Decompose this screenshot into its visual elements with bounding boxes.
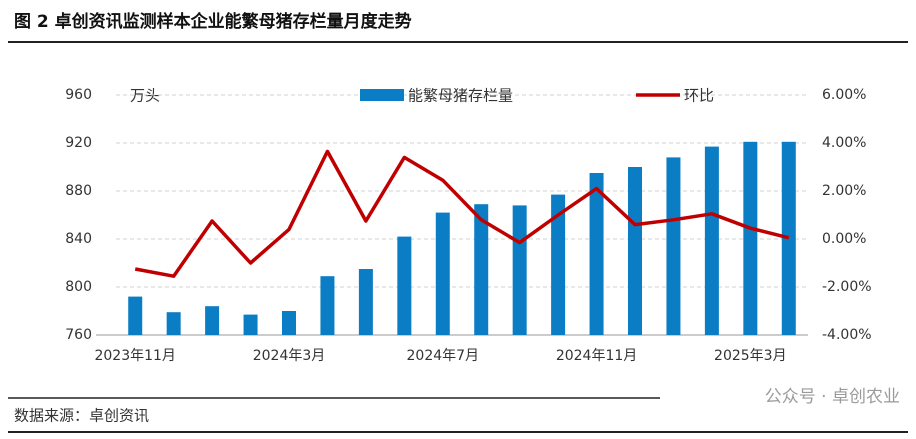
y2-tick-label: -4.00% — [822, 327, 872, 343]
bar — [243, 314, 258, 335]
bar — [743, 141, 758, 335]
bar — [397, 236, 412, 335]
bar — [205, 306, 220, 335]
legend-label: 能繁母猪存栏量 — [408, 87, 513, 105]
y2-tick-label: 6.00% — [822, 87, 866, 103]
watermark: 公众号 · 卓创农业 — [765, 387, 900, 407]
y-tick-label: 800 — [65, 279, 92, 295]
y2-tick-label: 2.00% — [822, 183, 866, 199]
bar — [704, 146, 719, 335]
chart-title: 图 2 卓创资讯监测样本企业能繁母猪存栏量月度走势 — [14, 11, 412, 32]
x-tick-label: 2023年11月 — [94, 348, 175, 364]
y-tick-label: 920 — [65, 135, 92, 151]
bar — [282, 311, 296, 335]
bar — [628, 167, 642, 335]
bar — [589, 173, 604, 335]
y-tick-label: 960 — [65, 87, 92, 103]
legend-swatch — [360, 89, 404, 101]
bar — [512, 205, 527, 335]
x-tick-label: 2025年3月 — [714, 348, 787, 364]
y-tick-label: 760 — [65, 327, 92, 343]
bar — [128, 296, 143, 335]
bar — [474, 204, 489, 335]
x-tick-label: 2024年11月 — [556, 348, 637, 364]
x-tick-label: 2024年3月 — [253, 348, 326, 364]
bar — [358, 269, 373, 335]
legend-label: 环比 — [684, 87, 714, 105]
y-tick-label: 840 — [65, 231, 92, 247]
y-tick-label: 880 — [65, 183, 92, 199]
bar — [666, 157, 681, 335]
x-tick-label: 2024年7月 — [407, 348, 480, 364]
line — [134, 149, 790, 278]
y2-tick-label: 4.00% — [822, 135, 866, 151]
bar — [320, 276, 335, 335]
bar — [435, 212, 450, 335]
y2-tick-label: -2.00% — [822, 279, 872, 295]
y2-tick-label: 0.00% — [822, 231, 866, 247]
bar — [166, 312, 181, 335]
source: 数据来源：卓创资讯 — [14, 407, 149, 425]
bar — [551, 194, 566, 335]
bar — [781, 141, 796, 335]
